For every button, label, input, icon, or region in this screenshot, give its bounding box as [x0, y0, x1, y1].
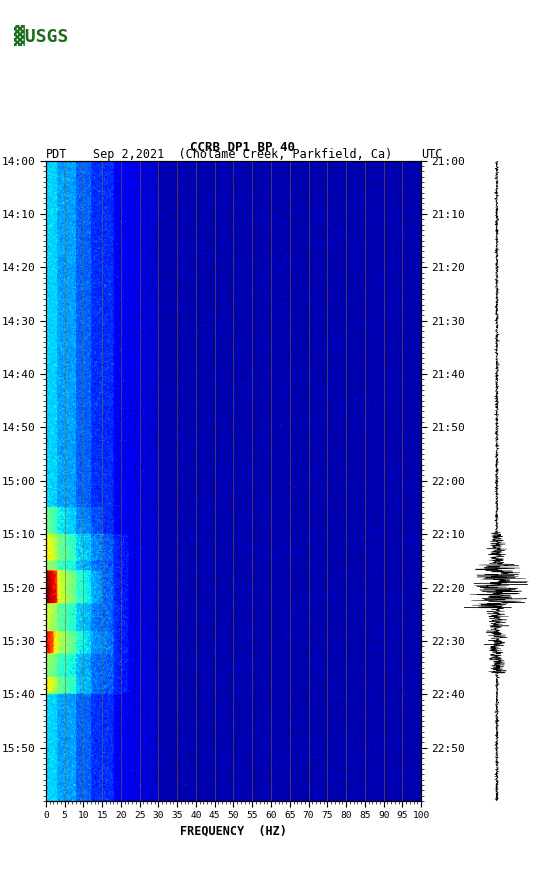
- Text: CCRB DP1 BP 40: CCRB DP1 BP 40: [190, 141, 295, 153]
- Text: ▓USGS: ▓USGS: [14, 25, 68, 45]
- Text: PDT: PDT: [46, 147, 67, 161]
- Text: Sep 2,2021  (Cholame Creek, Parkfield, Ca): Sep 2,2021 (Cholame Creek, Parkfield, Ca…: [93, 147, 392, 161]
- X-axis label: FREQUENCY  (HZ): FREQUENCY (HZ): [180, 824, 287, 838]
- Text: UTC: UTC: [421, 147, 443, 161]
